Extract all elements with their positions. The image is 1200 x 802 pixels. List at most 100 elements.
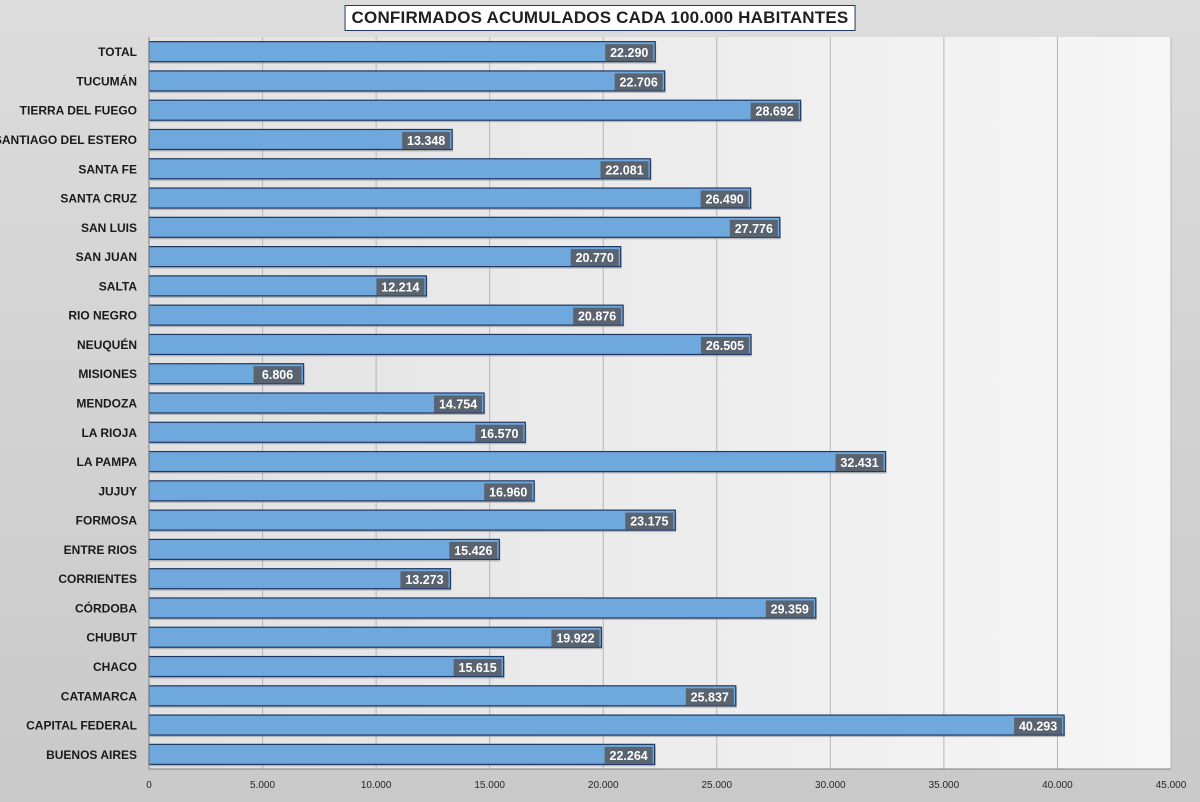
value-label-bg [750, 102, 799, 120]
value-label: 32.431 [840, 456, 878, 470]
category-label: JUJUY [98, 484, 137, 498]
category-label: CORRIENTES [58, 572, 137, 586]
x-tick-label: 25.000 [701, 780, 732, 791]
bar [148, 70, 666, 92]
category-label: TIERRA DEL FUEGO [20, 104, 137, 118]
bar [148, 216, 781, 238]
category-label: SAN LUIS [81, 221, 137, 235]
category-label: BUENOS AIRES [46, 748, 137, 762]
value-label-bg [570, 249, 619, 267]
bar [148, 392, 485, 414]
value-label: 22.081 [605, 163, 643, 177]
value-label: 20.770 [576, 251, 614, 265]
x-tick-label: 35.000 [929, 780, 960, 791]
category-label: ENTRE RIOS [64, 543, 137, 557]
value-label: 40.293 [1019, 720, 1057, 734]
value-label-bg [700, 190, 749, 208]
x-tick-label: 45.000 [1156, 780, 1187, 791]
value-label-bg [434, 395, 483, 413]
value-label: 22.290 [610, 46, 648, 60]
category-label: RIO NEGRO [68, 309, 137, 323]
value-label: 19.922 [556, 632, 594, 646]
value-label-bg [604, 746, 653, 764]
bar [148, 421, 526, 443]
category-label: TOTAL [98, 45, 137, 59]
category-label: FORMOSA [76, 514, 138, 528]
value-label-bg [835, 454, 884, 472]
value-label-bg [765, 600, 814, 618]
bar [148, 187, 752, 209]
x-tick-label: 0 [146, 780, 152, 791]
category-label: MENDOZA [76, 397, 137, 411]
value-label: 27.776 [735, 222, 773, 236]
category-label: LA PAMPA [77, 455, 138, 469]
value-label-bg [484, 483, 533, 501]
value-label: 22.264 [610, 749, 648, 763]
value-label: 25.837 [691, 690, 729, 704]
bar [148, 538, 500, 561]
category-label: SAN JUAN [76, 250, 137, 264]
value-label: 15.426 [454, 544, 492, 558]
category-label: CHACO [93, 660, 137, 674]
value-label: 28.692 [756, 105, 794, 119]
bar [148, 333, 752, 356]
x-tick-label: 20.000 [588, 780, 619, 791]
value-label: 29.359 [771, 602, 809, 616]
x-tick-label: 15.000 [474, 780, 505, 791]
value-label: 14.754 [439, 398, 477, 412]
value-label: 22.706 [620, 75, 658, 89]
category-label: CATAMARCA [61, 689, 138, 703]
value-label-bg [551, 629, 600, 647]
value-label: 26.505 [706, 339, 744, 353]
value-label-bg [253, 366, 302, 384]
value-label: 20.876 [578, 310, 616, 324]
value-label-bg [376, 278, 425, 296]
value-label: 23.175 [630, 515, 668, 529]
value-label: 12.214 [381, 280, 419, 294]
value-label-bg [402, 131, 451, 149]
bar [148, 626, 603, 648]
x-tick-label: 40.000 [1042, 780, 1073, 791]
value-label-bg [600, 161, 649, 179]
chart-title: CONFIRMADOS ACUMULADOS CADA 100.000 HABI… [344, 5, 856, 31]
value-label-bg [605, 44, 654, 62]
value-label: 15.615 [459, 661, 497, 675]
x-tick-label: 30.000 [815, 780, 846, 791]
value-label-bg [449, 541, 498, 559]
category-label: LA RIOJA [81, 426, 137, 440]
x-tick-label: 10.000 [361, 780, 392, 791]
value-label-bg [729, 219, 778, 237]
value-label-bg [625, 512, 674, 530]
bar [148, 99, 802, 121]
bar [148, 41, 656, 63]
value-label-bg [1014, 717, 1063, 735]
category-label: SANTA FE [78, 162, 137, 176]
value-label-bg [700, 336, 749, 354]
value-label: 13.348 [407, 134, 445, 148]
bar [148, 597, 817, 619]
category-label: SANTIAGO DEL ESTERO [0, 133, 137, 147]
value-label: 16.960 [489, 485, 527, 499]
value-label-bg [685, 688, 734, 706]
bar [148, 655, 505, 678]
bar [148, 158, 652, 180]
category-label: CÓRDOBA [75, 600, 137, 615]
category-label: SANTA CRUZ [60, 192, 137, 206]
bar [148, 480, 535, 502]
value-label: 13.273 [405, 573, 443, 587]
category-label: MISIONES [78, 367, 137, 381]
bar [148, 685, 737, 707]
bar [148, 246, 622, 268]
bar [148, 743, 656, 765]
category-label: NEUQUÉN [77, 337, 137, 352]
category-label: CAPITAL FEDERAL [26, 719, 137, 733]
category-label: TUCUMÁN [76, 73, 137, 88]
value-label: 16.570 [480, 427, 518, 441]
value-label-bg [573, 307, 622, 325]
value-label: 6.806 [262, 368, 293, 382]
value-label-bg [400, 571, 449, 589]
value-label-bg [475, 424, 524, 442]
bar [148, 450, 887, 473]
